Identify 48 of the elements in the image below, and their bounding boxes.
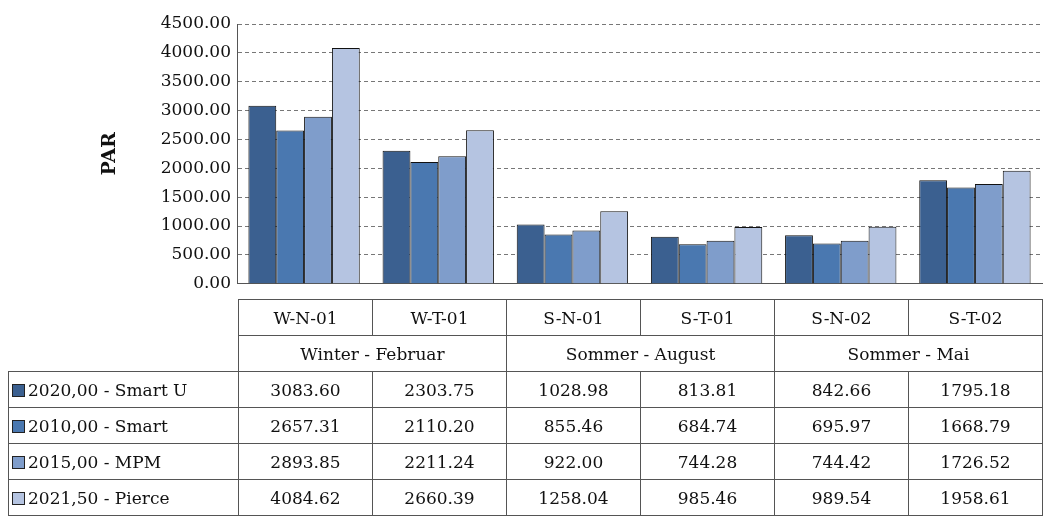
y-tick-label: 4000.00 xyxy=(160,41,231,62)
legend-label: 2015,00 - MPM xyxy=(8,443,239,480)
data-label: 989.54 xyxy=(774,479,909,516)
legend-label: 2020,00 - Smart U xyxy=(8,371,239,408)
y-tick-label: 2500.00 xyxy=(160,127,231,148)
data-label: 3083.60 xyxy=(238,371,373,408)
data-label: 1258.04 xyxy=(506,479,641,516)
data-label: 1726.52 xyxy=(908,443,1043,480)
y-tick-label: 1000.00 xyxy=(160,214,231,235)
data-label: 2211.24 xyxy=(372,443,507,480)
x-tick-label: W-N-01 xyxy=(238,299,373,336)
x-tick-label: W-T-01 xyxy=(372,299,507,336)
data-label: 813.81 xyxy=(640,371,775,408)
y-tick-label: 500.00 xyxy=(171,243,231,264)
data-label: 744.28 xyxy=(640,443,775,480)
x-tick-label: S-N-02 xyxy=(774,299,909,336)
data-label: 922.00 xyxy=(506,443,641,480)
legend-label: 2010,00 - Smart xyxy=(8,407,239,444)
y-tick-label: 4500.00 xyxy=(160,12,231,33)
data-label: 1668.79 xyxy=(908,407,1043,444)
data-label: 684.74 xyxy=(640,407,775,444)
data-label: 985.46 xyxy=(640,479,775,516)
data-label: 1958.61 xyxy=(908,479,1043,516)
data-label: 695.97 xyxy=(774,407,909,444)
y-tick-label: 0.00 xyxy=(193,272,231,293)
data-label: 2657.31 xyxy=(238,407,373,444)
y-axis-title: PAR xyxy=(97,131,120,176)
legend-label: 2021,50 - Pierce xyxy=(8,479,239,516)
y-tick-label: 3500.00 xyxy=(160,70,231,91)
x-tick-label: S-T-02 xyxy=(908,299,1043,336)
x-tick-label: S-N-01 xyxy=(506,299,641,336)
data-label: 1028.98 xyxy=(506,371,641,408)
data-label: 4084.62 xyxy=(238,479,373,516)
text: Sommer - Mai xyxy=(774,335,1043,372)
text: Sommer - August xyxy=(506,335,775,372)
data-label: 855.46 xyxy=(506,407,641,444)
data-label: 744.42 xyxy=(774,443,909,480)
y-tick-label: 3000.00 xyxy=(160,99,231,120)
data-label: 842.66 xyxy=(774,371,909,408)
text: Winter - Februar xyxy=(238,335,507,372)
y-tick-label: 1500.00 xyxy=(160,185,231,206)
data-label: 2303.75 xyxy=(372,371,507,408)
data-label: 2660.39 xyxy=(372,479,507,516)
data-label: 2893.85 xyxy=(238,443,373,480)
y-tick-label: 2000.00 xyxy=(160,156,231,177)
data-label: 1795.18 xyxy=(908,371,1043,408)
data-label: 2110.20 xyxy=(372,407,507,444)
x-tick-label: S-T-01 xyxy=(640,299,775,336)
